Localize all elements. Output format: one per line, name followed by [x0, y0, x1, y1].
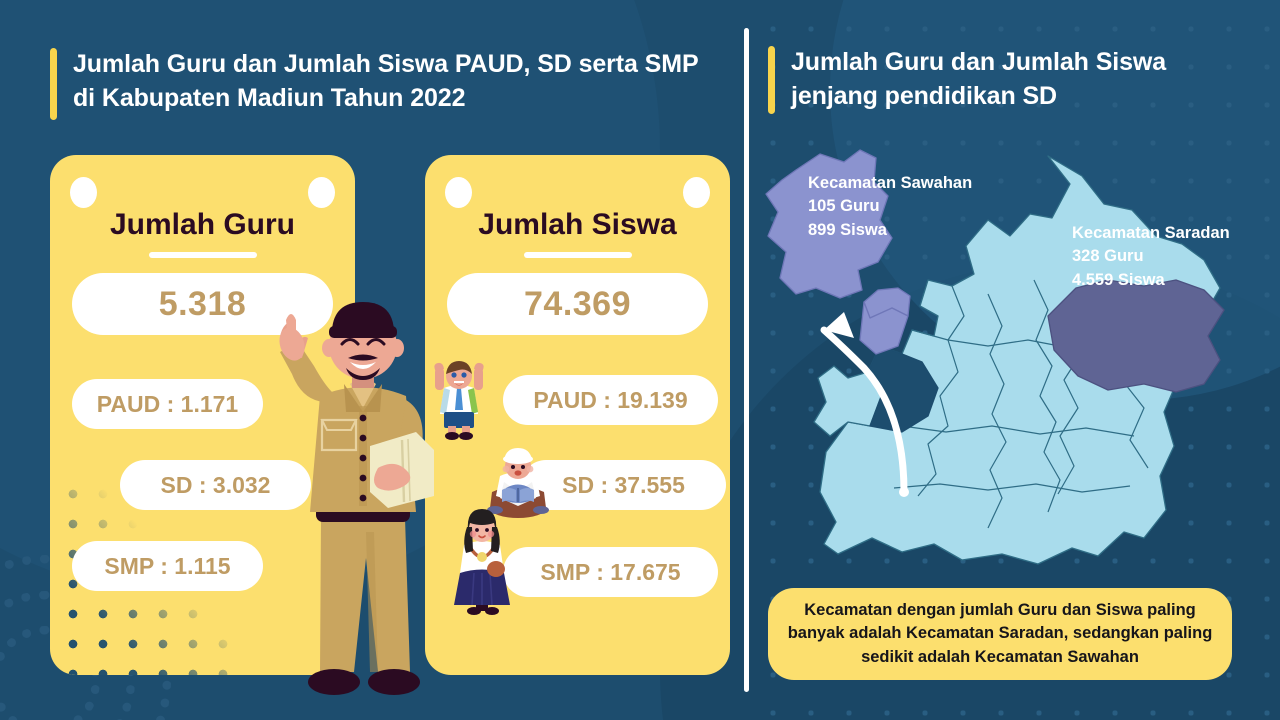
map-label-students: 899 Siswa — [808, 220, 887, 239]
map-label-sawahan: Kecamatan Sawahan 105 Guru 899 Siswa — [808, 172, 972, 242]
panel-divider — [744, 28, 749, 692]
kabupaten-madiun-map[interactable] — [752, 140, 1272, 580]
total-value-siswa: 74.369 — [447, 273, 708, 335]
map-label-teachers: 328 Guru — [1072, 247, 1144, 266]
pointer-arrow-icon — [820, 312, 909, 497]
quran-reading-boy-illustration — [487, 448, 549, 518]
level-pill-smp-guru: SMP : 1.115 — [72, 541, 263, 591]
card-hole-left-icon — [445, 177, 472, 208]
card-hole-left-icon — [70, 177, 97, 208]
card-heading: Jumlah Siswa — [478, 208, 677, 241]
girl-student-illustration — [454, 509, 510, 615]
right-panel-title: Jumlah Guru dan Jumlah Siswa jenjang pen… — [768, 46, 1238, 114]
title-accent-bar — [50, 48, 57, 120]
level-pill-smp-siswa: SMP : 17.675 — [503, 547, 718, 597]
left-panel-title: Jumlah Guru dan Jumlah Siswa PAUD, SD se… — [50, 48, 710, 120]
card-heading: Jumlah Guru — [109, 208, 296, 241]
map-summary-note: Kecamatan dengan jumlah Guru dan Siswa p… — [768, 588, 1232, 680]
card-hole-right-icon — [308, 177, 335, 208]
map-label-students: 4.559 Siswa — [1072, 270, 1165, 289]
card-hole-right-icon — [683, 177, 710, 208]
total-value-guru: 5.318 — [72, 273, 333, 335]
card-heading-underline — [523, 252, 632, 258]
map-label-teachers: 105 Guru — [808, 197, 880, 216]
level-pill-sd-siswa: SD : 37.555 — [521, 460, 726, 510]
teacher-illustration — [279, 302, 434, 695]
level-pill-paud-siswa: PAUD : 19.139 — [503, 375, 718, 425]
map-label-saradan: Kecamatan Saradan 328 Guru 4.559 Siswa — [1072, 222, 1230, 292]
card-heading-underline — [148, 252, 257, 258]
map-label-district: Kecamatan Saradan — [1072, 224, 1230, 242]
level-pill-paud-guru: PAUD : 1.171 — [72, 379, 263, 429]
left-panel-title-text: Jumlah Guru dan Jumlah Siswa PAUD, SD se… — [73, 50, 699, 112]
title-accent-bar — [768, 46, 775, 114]
map-label-district: Kecamatan Sawahan — [808, 174, 973, 192]
map-summary-note-text: Kecamatan dengan jumlah Guru dan Siswa p… — [787, 600, 1213, 666]
right-panel-title-text: Jumlah Guru dan Jumlah Siswa jenjang pen… — [791, 48, 1167, 110]
cheering-boy-student-illustration — [434, 361, 484, 440]
